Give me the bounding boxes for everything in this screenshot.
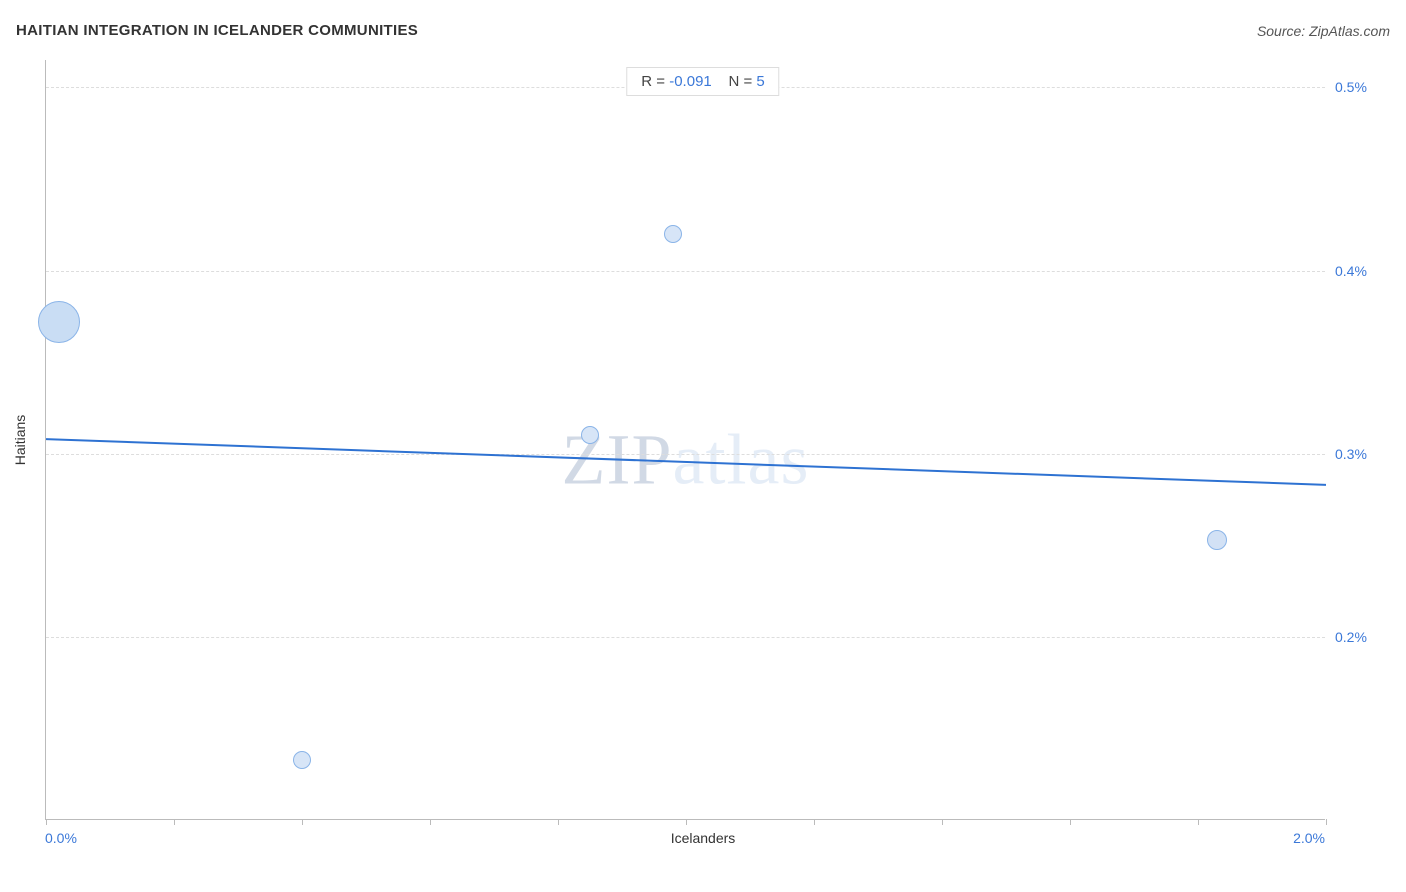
x-axis-label: Icelanders	[671, 830, 736, 846]
x-tick	[302, 819, 303, 825]
n-label: N =	[728, 73, 756, 90]
watermark-part1: ZIP	[562, 420, 673, 500]
page-title: HAITIAN INTEGRATION IN ICELANDER COMMUNI…	[16, 22, 418, 39]
x-tick	[942, 819, 943, 825]
x-tick-label: 2.0%	[1293, 830, 1325, 846]
x-tick	[558, 819, 559, 825]
stats-box: R = -0.091 N = 5	[626, 67, 779, 96]
watermark: ZIPatlas	[562, 419, 810, 502]
trend-line	[46, 60, 1326, 820]
data-point	[38, 301, 80, 343]
data-point	[293, 751, 311, 769]
x-tick	[1198, 819, 1199, 825]
gridline	[46, 637, 1325, 638]
x-tick	[814, 819, 815, 825]
y-axis-label: Haitians	[12, 415, 28, 466]
data-point	[1207, 530, 1227, 550]
x-tick	[46, 819, 47, 825]
x-tick	[686, 819, 687, 825]
plot-area: ZIPatlas	[45, 60, 1325, 820]
y-tick-label: 0.5%	[1335, 79, 1367, 95]
x-tick	[430, 819, 431, 825]
y-tick-label: 0.4%	[1335, 263, 1367, 279]
source-attribution: Source: ZipAtlas.com	[1257, 23, 1390, 39]
gridline	[46, 454, 1325, 455]
x-tick	[174, 819, 175, 825]
gridline	[46, 271, 1325, 272]
n-value: 5	[756, 73, 764, 90]
data-point	[664, 225, 682, 243]
x-tick-label: 0.0%	[45, 830, 77, 846]
y-tick-label: 0.2%	[1335, 629, 1367, 645]
r-value: -0.091	[669, 73, 712, 90]
x-tick	[1070, 819, 1071, 825]
r-label: R =	[641, 73, 669, 90]
y-tick-label: 0.3%	[1335, 446, 1367, 462]
x-tick	[1326, 819, 1327, 825]
watermark-part2: atlas	[673, 420, 810, 500]
data-point	[581, 426, 599, 444]
